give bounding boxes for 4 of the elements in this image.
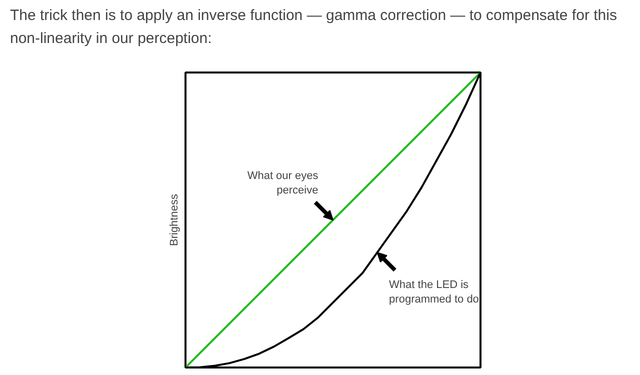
chart-title: The trick then is to apply an inverse function — gamma correction — to compensate for this non-linearity in our perception:: [10, 6, 618, 48]
y-axis-title: Brightness: [168, 194, 180, 246]
annotation: What the LED is programmed to do: [389, 279, 479, 306]
annotation: What our eyes perceive: [247, 170, 319, 196]
